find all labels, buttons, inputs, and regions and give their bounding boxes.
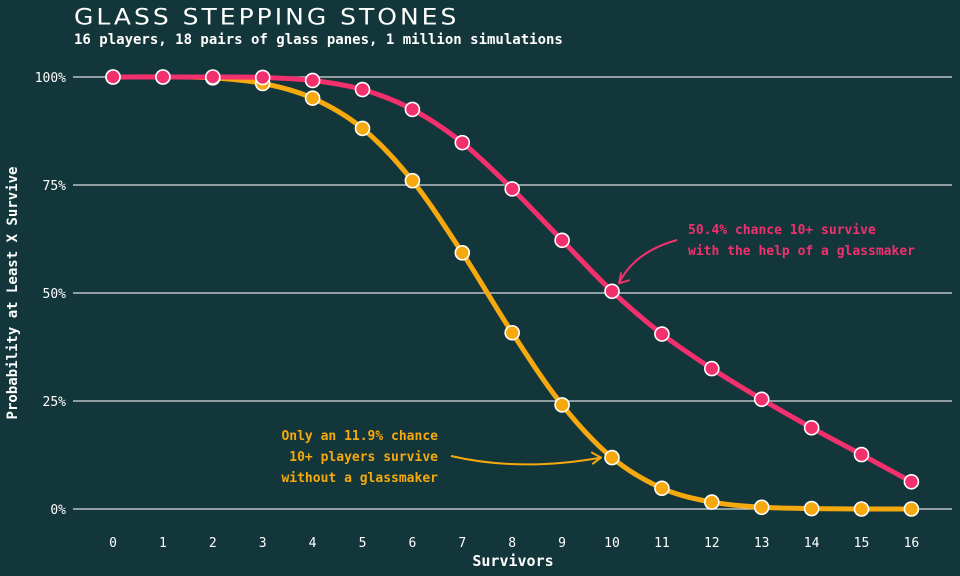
annotations: 50.4% chance 10+ survive with the help of… <box>281 223 915 486</box>
data-point-with_glassmaker <box>803 419 820 436</box>
data-point-with_glassmaker <box>454 134 471 151</box>
y-tick-label: 100% <box>35 71 66 86</box>
x-tick-label: 1 <box>159 536 167 551</box>
data-point-without_glassmaker <box>554 397 570 413</box>
x-tick-label: 11 <box>654 536 670 551</box>
chart-title: GLASS STEPPING STONES <box>74 4 460 31</box>
x-tick-label: 0 <box>109 536 117 551</box>
data-point-with_glassmaker <box>554 232 570 249</box>
x-tick-label: 5 <box>359 536 367 551</box>
data-point-without_glassmaker <box>454 245 471 261</box>
y-axis-label: Probability at Least X Survive <box>5 167 21 420</box>
data-point-without_glassmaker <box>504 324 521 341</box>
data-point-with_glassmaker <box>853 446 870 463</box>
x-tick-label: 14 <box>804 536 820 551</box>
data-point-with_glassmaker <box>205 69 221 85</box>
data-point-with_glassmaker <box>354 81 371 98</box>
data-point-with_glassmaker <box>254 69 271 86</box>
data-point-with_glassmaker <box>604 283 620 300</box>
data-point-without_glassmaker <box>304 90 321 106</box>
gridlines <box>73 76 952 510</box>
data-point-without_glassmaker <box>703 494 720 510</box>
data-point-with_glassmaker <box>903 473 920 490</box>
x-axis-ticks: 0 1 2 3 4 5 6 7 8 9 10 11 12 13 14 15 16 <box>109 536 919 551</box>
annotation-with-glassmaker: with the help of a glassmaker <box>688 244 915 259</box>
arrowhead <box>591 451 602 465</box>
data-point-without_glassmaker <box>404 172 421 189</box>
x-tick-label: 12 <box>704 536 720 551</box>
x-tick-label: 10 <box>604 536 620 551</box>
data-point-with_glassmaker <box>155 69 171 85</box>
data-point-without_glassmaker <box>604 449 620 466</box>
data-point-with_glassmaker <box>703 360 720 377</box>
annotation-without-glassmaker: without a glassmaker <box>281 471 438 486</box>
x-tick-label: 3 <box>259 536 267 551</box>
x-tick-label: 9 <box>558 536 566 551</box>
data-point-without_glassmaker <box>654 480 670 497</box>
y-tick-label: 50% <box>43 287 67 302</box>
series-line-with_glassmaker <box>110 74 914 485</box>
y-tick-label: 25% <box>43 395 67 410</box>
data-point-with_glassmaker <box>753 391 770 408</box>
data-point-without_glassmaker <box>903 501 920 517</box>
x-axis-label: Survivors <box>472 552 553 570</box>
annotation-with-glassmaker: 50.4% chance 10+ survive <box>688 223 876 238</box>
data-point-with_glassmaker <box>105 69 121 85</box>
series-points <box>105 69 920 517</box>
x-tick-label: 13 <box>754 536 770 551</box>
data-point-with_glassmaker <box>404 101 421 118</box>
y-tick-label: 0% <box>50 503 66 518</box>
annotation-arrow-without <box>450 455 602 466</box>
data-point-with_glassmaker <box>654 326 670 342</box>
annotation-without-glassmaker: 10+ players survive <box>289 450 438 465</box>
data-point-without_glassmaker <box>354 120 371 137</box>
annotation-arrow-with <box>618 239 678 284</box>
y-tick-label: 75% <box>43 179 67 194</box>
y-axis-ticks: 0% 25% 50% 75% 100% <box>35 71 66 518</box>
arrowhead <box>618 272 630 285</box>
data-point-without_glassmaker <box>853 501 870 517</box>
x-tick-label: 7 <box>458 536 466 551</box>
x-tick-label: 16 <box>904 536 920 551</box>
x-tick-label: 2 <box>209 536 217 551</box>
data-point-without_glassmaker <box>753 499 770 516</box>
x-tick-label: 8 <box>508 536 516 551</box>
x-tick-label: 6 <box>408 536 416 551</box>
data-point-with_glassmaker <box>504 181 521 197</box>
x-tick-label: 4 <box>309 536 317 551</box>
annotation-without-glassmaker: Only an 11.9% chance <box>281 429 438 444</box>
x-tick-label: 15 <box>854 536 870 551</box>
chart-subtitle: 16 players, 18 pairs of glass panes, 1 m… <box>74 32 563 48</box>
data-point-without_glassmaker <box>803 500 820 517</box>
data-point-with_glassmaker <box>304 72 321 89</box>
